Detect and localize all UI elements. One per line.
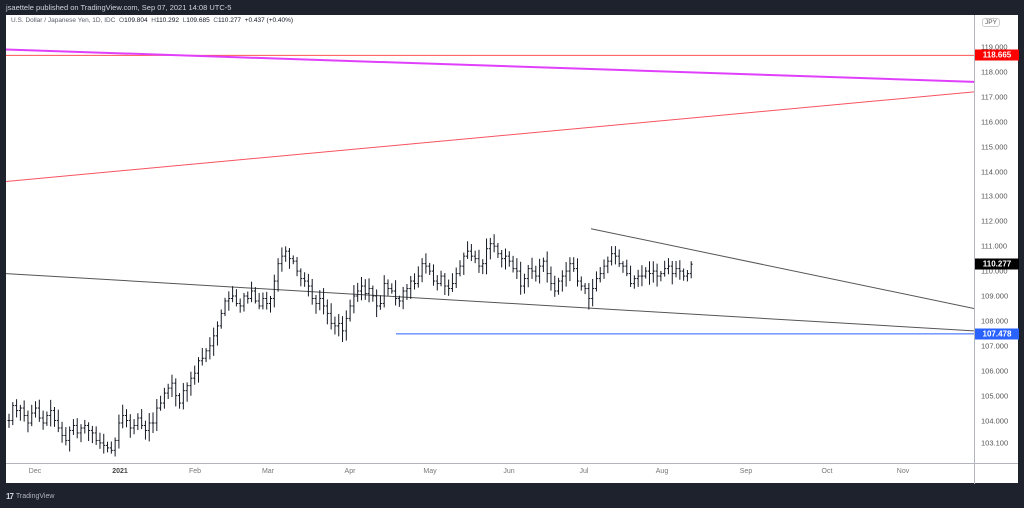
trendline xyxy=(590,228,974,309)
axis-corner xyxy=(974,464,975,484)
price-tick-label: 112.000 xyxy=(981,216,1008,226)
time-tick-label: Nov xyxy=(896,468,910,475)
tradingview-logo-icon: 17 xyxy=(6,492,14,501)
change-value: +0.437 (+0.40%) xyxy=(244,17,294,24)
price-tick-label: 109.000 xyxy=(981,291,1009,301)
price-tick-label: 104.000 xyxy=(981,416,1009,425)
price-tick-label: 116.000 xyxy=(981,117,1008,127)
time-tick-label: Aug xyxy=(655,468,669,475)
price-marker-label: 107.478 xyxy=(975,328,1019,340)
publish-info-bar: jsaettele published on TradingView.com, … xyxy=(0,0,1024,15)
price-chart-canvas[interactable] xyxy=(6,15,974,463)
price-tick-label: 107.000 xyxy=(981,341,1009,351)
price-tick-label: 117.000 xyxy=(981,92,1008,102)
trendline xyxy=(6,273,974,332)
close-value: 110.277 xyxy=(218,17,242,24)
high-value: 110.292 xyxy=(155,17,179,24)
tradingview-brand[interactable]: 17 TradingView xyxy=(6,492,54,501)
open-value: 109.804 xyxy=(124,17,148,24)
time-tick-label: Apr xyxy=(344,468,356,475)
chart-frame[interactable]: U.S. Dollar / Japanese Yen, 1D, IDC O109… xyxy=(6,15,1019,463)
chart-legend: U.S. Dollar / Japanese Yen, 1D, IDC O109… xyxy=(11,17,294,24)
time-tick-label: Mar xyxy=(261,468,275,475)
price-tick-label: 111.000 xyxy=(981,241,1007,251)
price-marker-label: 118.665 xyxy=(975,49,1019,61)
trendline xyxy=(6,48,974,83)
currency-badge[interactable]: JPY xyxy=(982,18,1000,27)
time-tick-label: May xyxy=(423,468,437,475)
time-tick-label: 2021 xyxy=(112,468,128,475)
price-tick-label: 108.000 xyxy=(981,316,1009,326)
price-tick-label: 110.000 xyxy=(981,266,1008,276)
time-tick-label: Sep xyxy=(739,468,753,475)
price-tick-label: 105.000 xyxy=(981,391,1009,401)
time-tick-label: Dec xyxy=(28,468,42,475)
price-marker-label: 110.277 xyxy=(975,258,1019,270)
time-tick-label: Oct xyxy=(821,468,833,475)
publish-info-text: jsaettele published on TradingView.com, … xyxy=(6,3,232,12)
trendline xyxy=(6,91,974,182)
brand-name: TradingView xyxy=(15,493,55,500)
time-tick-label: Feb xyxy=(188,468,202,475)
chart-plot-area[interactable]: U.S. Dollar / Japanese Yen, 1D, IDC O109… xyxy=(6,15,974,463)
price-tick-label: 113.000 xyxy=(981,191,1008,201)
price-tick-label: 115.000 xyxy=(981,142,1008,152)
price-tick-label: 119.000 xyxy=(981,42,1008,52)
price-tick-label: 118.000 xyxy=(981,67,1008,77)
time-tick-label: Jul xyxy=(579,468,589,475)
time-axis[interactable]: Dec 2021 Feb Mar Apr May Jun Jul Aug Sep Oct Nov xyxy=(6,463,1018,484)
low-value: 109.685 xyxy=(186,17,210,24)
price-tick-label: 103.100 xyxy=(981,438,1009,448)
price-tick-label: 114.000 xyxy=(981,167,1008,176)
time-tick-label: Jun xyxy=(503,468,515,475)
price-axis[interactable]: JPY 119.000 118.000 117.000 116.000 115.000 1… xyxy=(974,15,1019,463)
price-tick-label: 106.000 xyxy=(981,366,1009,376)
symbol-label: U.S. Dollar / Japanese Yen, 1D, IDC xyxy=(11,17,116,24)
